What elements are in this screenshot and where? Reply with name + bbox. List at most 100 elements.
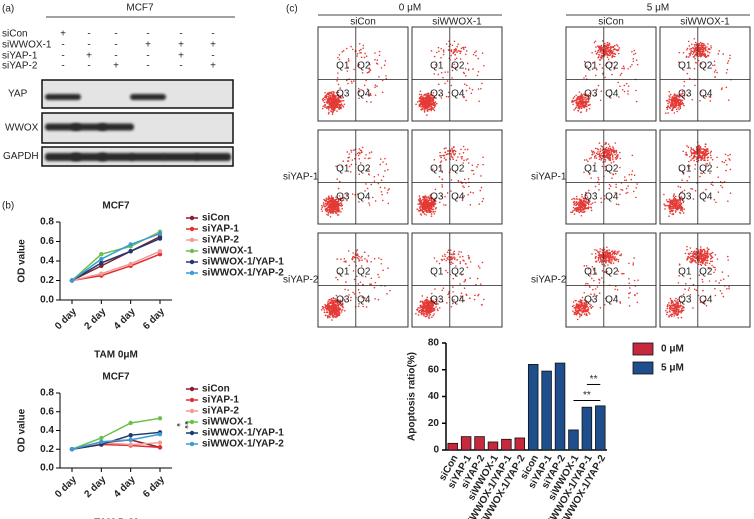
flow-event — [427, 312, 429, 314]
flow-event — [471, 164, 474, 167]
flow-event — [379, 186, 382, 189]
flow-event — [358, 173, 361, 176]
flow-event — [597, 254, 600, 256]
flow-event — [444, 82, 446, 85]
flow-event — [323, 198, 325, 201]
flow-event — [422, 210, 425, 213]
flow-event — [346, 193, 348, 196]
flow-event — [321, 210, 323, 212]
flow-event — [441, 186, 444, 188]
flow-event — [366, 187, 369, 190]
flow-event — [327, 302, 329, 304]
flow-event — [338, 302, 341, 304]
y-tick-label: 0.2 — [40, 275, 54, 286]
flow-event — [422, 208, 425, 211]
flow-event — [727, 60, 730, 62]
flow-event — [725, 169, 727, 172]
flow-event — [338, 272, 341, 275]
flow-event — [332, 301, 335, 304]
flow-event — [325, 93, 328, 96]
flow-event — [388, 188, 390, 190]
flow-event — [669, 96, 671, 98]
flow-event — [599, 63, 601, 66]
flow-event — [332, 95, 335, 98]
flow-event — [607, 148, 609, 151]
flow-event — [578, 204, 580, 206]
flow-event — [422, 205, 425, 208]
flow-event — [601, 149, 603, 152]
flow-event — [377, 182, 380, 185]
flow-event — [347, 66, 349, 69]
flow-event — [416, 101, 419, 103]
flow-event — [594, 201, 596, 204]
flow-event — [599, 59, 602, 61]
flow-event — [438, 201, 441, 204]
flow-event — [583, 307, 586, 309]
flow-event — [451, 149, 453, 151]
flow-event — [583, 60, 586, 63]
flow-event — [427, 100, 430, 103]
flow-event — [430, 210, 432, 213]
flow-event — [692, 53, 694, 56]
series-line — [71, 250, 161, 282]
flow-event — [678, 94, 681, 96]
flow-event — [680, 191, 682, 194]
flow-event — [347, 156, 349, 159]
flow-event — [331, 205, 333, 208]
flow-event — [585, 310, 587, 313]
flow-event — [445, 259, 447, 262]
flow-event — [329, 102, 331, 105]
flow-event — [434, 288, 436, 290]
flow-event — [591, 298, 593, 301]
flow-event — [341, 100, 343, 102]
flow-event — [627, 185, 629, 187]
series-line — [71, 417, 161, 450]
flow-event — [672, 207, 675, 210]
flow-event — [609, 95, 612, 98]
flow-event — [445, 147, 447, 149]
flow-event — [588, 61, 590, 63]
flow-event — [612, 262, 615, 264]
flow-event — [459, 58, 462, 60]
quadrant-label: Q2 — [699, 60, 713, 71]
flow-event — [423, 111, 426, 113]
flow-event — [584, 303, 586, 306]
flow-event — [463, 96, 465, 99]
flow-event — [425, 207, 428, 210]
data-point — [69, 278, 75, 283]
flow-event — [598, 292, 601, 294]
flow-event — [342, 297, 344, 300]
flow-event — [599, 152, 601, 154]
flow-event — [339, 204, 341, 207]
flow-event — [376, 59, 379, 62]
flow-event — [576, 305, 578, 308]
flow-event — [597, 56, 600, 58]
flow-event — [619, 302, 622, 304]
flow-event — [604, 45, 607, 48]
flow-event — [443, 253, 446, 256]
flow-event — [419, 213, 422, 215]
flow-event — [365, 55, 368, 58]
flow-event — [619, 254, 621, 257]
flow-event — [580, 97, 583, 99]
flow-event — [338, 100, 340, 103]
flow-event — [681, 210, 684, 212]
flow-event — [697, 59, 700, 62]
flow-event — [380, 262, 383, 265]
flow-event — [366, 71, 369, 74]
flow-event — [593, 269, 595, 271]
flow-event — [612, 150, 615, 152]
flow-event — [624, 179, 626, 182]
flow-event — [615, 186, 617, 189]
flow-event — [608, 43, 611, 45]
flow-event — [599, 258, 602, 260]
flow-event — [426, 304, 429, 307]
flow-event — [593, 41, 596, 44]
flow-event — [584, 94, 587, 97]
flow-event — [466, 148, 469, 151]
flow-event — [445, 153, 448, 156]
flow-event — [572, 210, 574, 212]
flow-event — [695, 44, 698, 46]
flow-event — [365, 300, 368, 303]
